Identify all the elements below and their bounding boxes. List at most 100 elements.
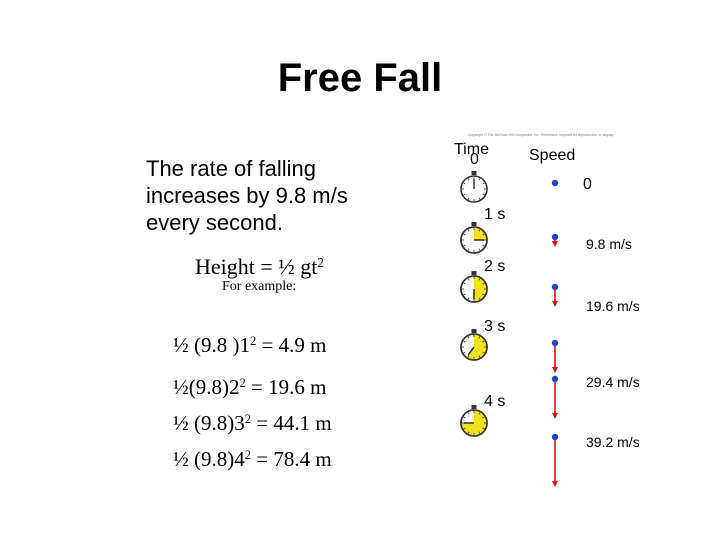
arrow-head [552, 241, 558, 247]
height-formula: Height = ½ gt2 [195, 254, 324, 280]
stopwatch-tick [482, 233, 485, 236]
example-line: ½ (9.8 )12 = 4.9 m [173, 333, 326, 358]
example-base: ½ (9.8)3 [173, 411, 245, 435]
stopwatch-tick [478, 412, 481, 415]
speed-label: 39.2 m/s [586, 434, 640, 450]
stopwatch-tick [463, 427, 466, 430]
falling-ball [551, 233, 559, 241]
stopwatch-tick [482, 340, 485, 343]
falling-ball [551, 433, 559, 441]
falling-ball [551, 283, 559, 291]
stopwatch-tick [463, 244, 466, 247]
stopwatch-tick [478, 336, 481, 339]
falling-ball [551, 179, 559, 187]
stopwatch-tick [467, 229, 470, 232]
speed-label: 9.8 m/s [586, 236, 632, 252]
elapsed-sector [474, 227, 487, 240]
stopwatch-tick [463, 416, 466, 419]
stopwatch-tick [463, 282, 466, 285]
example-result: = 4.9 m [256, 333, 327, 357]
elapsed-sector [466, 334, 487, 360]
time-label: 1 s [484, 206, 505, 223]
stopwatch-tick [463, 182, 466, 185]
stopwatch-tick [467, 297, 470, 300]
time-label: 0 [470, 151, 479, 168]
speed-header: Speed [529, 147, 575, 164]
stopwatch-button [471, 171, 477, 175]
stopwatch-tick [482, 193, 485, 196]
stopwatch-tick [463, 293, 466, 296]
stopwatch-tick [467, 431, 470, 434]
stopwatch-hand [467, 346, 475, 356]
stopwatch-tick [482, 282, 485, 285]
example-line: ½(9.8)22 = 19.6 m [173, 375, 326, 400]
stopwatch-tick [463, 233, 466, 236]
example-base: ½ (9.8 )1 [173, 333, 250, 357]
example-exponent: 2 [244, 412, 252, 427]
arrow-head [552, 413, 558, 419]
free-fall-figure: Copyright © The McGraw-Hill Companies, I… [454, 133, 640, 487]
stopwatch-rim [460, 275, 488, 303]
example-result: = 44.1 m [251, 411, 332, 435]
example-exponent: 2 [239, 376, 246, 391]
stopwatch-tick [482, 182, 485, 185]
example-line: ½ (9.8)42 = 78.4 m [173, 447, 332, 472]
arrow-head [552, 481, 558, 487]
stopwatch-tick [467, 178, 470, 181]
time-label: 2 s [484, 258, 505, 275]
stopwatch-tick [467, 412, 470, 415]
stopwatch-tick [478, 178, 481, 181]
stopwatch-tick [463, 351, 466, 354]
stopwatch-tick [467, 355, 470, 358]
formula-text: Height = ½ gt [195, 254, 318, 279]
example-base: ½(9.8)2 [173, 375, 240, 399]
stopwatch-tick [482, 351, 485, 354]
stopwatch-button [471, 222, 477, 226]
stopwatch-tick [463, 340, 466, 343]
stopwatch-tick [463, 193, 466, 196]
speed-label: 19.6 m/s [586, 298, 640, 314]
stopwatch-rim [460, 226, 488, 254]
stopwatch-tick [478, 431, 481, 434]
example-line: ½ (9.8)32 = 44.1 m [173, 411, 332, 436]
stopwatch-button [471, 271, 477, 275]
time-label: 3 s [484, 318, 505, 335]
elapsed-sector [474, 276, 487, 302]
stopwatch-button [471, 329, 477, 333]
stopwatch-tick [467, 336, 470, 339]
speed-label: 0 [583, 176, 592, 193]
arrow-head [552, 367, 558, 373]
time-label: 4 s [484, 393, 505, 410]
speed-label: 29.4 m/s [586, 374, 640, 390]
stopwatch-tick [482, 416, 485, 419]
example-base: ½ (9.8)4 [173, 447, 245, 471]
stopwatch-tick [478, 229, 481, 232]
example-label: For example: [222, 279, 297, 294]
formula-exponent: 2 [317, 254, 324, 270]
example-exponent: 2 [250, 334, 257, 349]
stopwatch-tick [482, 427, 485, 430]
time-header: Time [454, 141, 489, 158]
stopwatch-rim [460, 409, 488, 437]
arrow-head [552, 301, 558, 307]
example-exponent: 2 [244, 448, 252, 463]
stopwatch-tick [478, 278, 481, 281]
stopwatch-rim [460, 333, 488, 361]
description-text: The rate of falling increases by 9.8 m/s… [146, 156, 348, 235]
stopwatch-tick [482, 293, 485, 296]
stopwatch-button [471, 405, 477, 409]
copyright-notice: Copyright © The McGraw-Hill Companies, I… [468, 133, 614, 137]
stopwatch-tick [467, 248, 470, 251]
stopwatch-tick [478, 297, 481, 300]
stopwatch-tick [478, 355, 481, 358]
example-result: = 19.6 m [245, 375, 327, 399]
stopwatch-tick [467, 278, 470, 281]
stopwatch-tick [467, 197, 470, 200]
stopwatch-tick [482, 244, 485, 247]
stopwatch-tick [478, 248, 481, 251]
example-result: = 78.4 m [251, 447, 332, 471]
falling-ball [551, 339, 559, 347]
stopwatch-tick [478, 197, 481, 200]
falling-ball [551, 375, 559, 383]
slide-title: Free Fall [277, 56, 443, 100]
